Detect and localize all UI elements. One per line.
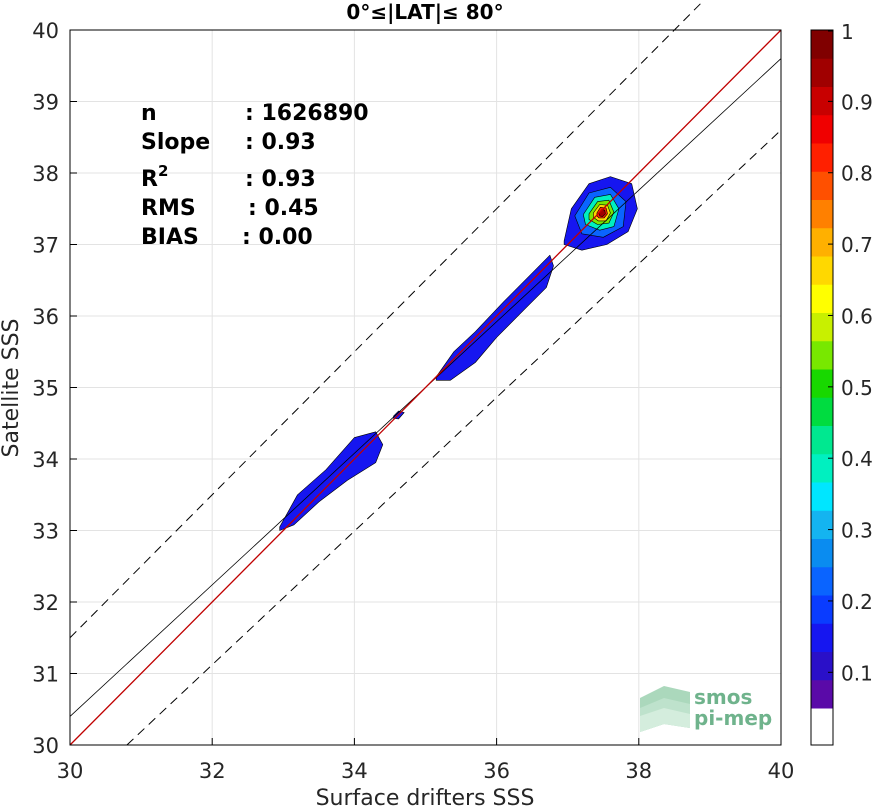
colorbar-segment [811, 58, 833, 87]
colorbar-tick-label: 0.6 [841, 304, 873, 328]
stat-n-value: : 1626890 [245, 101, 369, 126]
logo-text-line2: pi-mep [694, 706, 772, 730]
x-axis-label: Surface drifters SSS [316, 786, 535, 808]
logo: smos pi-mep [640, 685, 772, 732]
colorbar-segment [811, 284, 833, 313]
grid [69, 29, 782, 746]
y-tick-label: 31 [32, 663, 59, 687]
stat-rms-value: : 0.45 [248, 196, 319, 221]
stat-bias-label: BIAS [141, 225, 199, 250]
stats-box: n : 1626890 Slope : 0.93 R2 : 0.93 RMS :… [141, 101, 369, 250]
stat-r2-value: : 0.93 [245, 167, 316, 192]
colorbar-segment [811, 86, 833, 116]
colorbar-tick-label: 0.7 [841, 233, 873, 257]
colorbar-tick-label: 0.5 [841, 376, 873, 400]
colorbar-segment [811, 397, 833, 426]
stat-r2-base: R [141, 167, 158, 192]
colorbar-segment [811, 256, 833, 285]
colorbar-tick-label: 0.3 [841, 519, 873, 543]
colorbar-segment [811, 510, 833, 539]
y-tick-label: 32 [32, 591, 59, 615]
colorbar-tick-label: 1 [841, 20, 854, 44]
y-tick-label: 39 [32, 91, 59, 115]
envelope-line [69, 0, 705, 639]
logo-text-line1: smos [694, 685, 752, 709]
y-tick-label: 40 [32, 19, 59, 43]
x-tick-label: 38 [625, 759, 652, 783]
colorbar-segment [811, 312, 833, 342]
colorbar-tick-label: 0.8 [841, 162, 873, 186]
stat-slope-label: Slope [141, 130, 210, 155]
colorbar-tick-label: 0.9 [841, 90, 873, 114]
colorbar-tick-label: 0.1 [841, 661, 873, 685]
colorbar-ticks: 0.1 0.2 0.3 0.4 0.5 0.6 0.7 0.8 0.9 1 [828, 20, 873, 685]
x-tick-label: 30 [57, 759, 84, 783]
colorbar-segment [811, 369, 833, 398]
stat-rms-label: RMS [141, 196, 196, 221]
colorbar-segment [811, 114, 833, 144]
y-axis-ticks: 30 31 32 33 34 35 36 37 38 39 40 [32, 19, 77, 758]
colorbar-segment [811, 595, 833, 624]
colorbar-segment [811, 482, 833, 511]
colorbar-segment [811, 340, 833, 370]
stat-r2-label: R2 [141, 162, 168, 192]
one-to-one-line [69, 29, 782, 746]
colorbar-segment [811, 679, 833, 709]
colorbar-segment [811, 30, 833, 59]
x-tick-label: 34 [341, 759, 368, 783]
chart-title: 0°≤|LAT|≤ 80° [346, 0, 503, 24]
colorbar-segment [811, 171, 833, 200]
y-axis-label: Satellite SSS [0, 319, 24, 458]
stat-slope-value: : 0.93 [245, 130, 316, 155]
colorbar-segment [811, 538, 833, 568]
y-tick-label: 37 [32, 234, 59, 258]
reference-lines [69, 0, 782, 746]
colorbar-segment [811, 623, 833, 652]
y-tick-label: 36 [32, 305, 59, 329]
x-axis-ticks: 30 32 34 36 38 40 [57, 738, 795, 783]
colorbar-frame [810, 29, 834, 746]
colorbar-tick-label: 0.2 [841, 590, 873, 614]
x-tick-label: 36 [483, 759, 510, 783]
colorbar [810, 29, 834, 746]
colorbar-segment [811, 566, 833, 596]
stat-r2-superscript: 2 [158, 162, 168, 180]
colorbar-segment [811, 708, 833, 745]
colorbar-segment [811, 651, 833, 681]
colorbar-segment [811, 425, 833, 455]
logo-wave-icon [640, 686, 690, 732]
colorbar-tick-label: 0.4 [841, 447, 873, 471]
y-tick-label: 33 [32, 520, 59, 544]
colorbar-segment [811, 227, 833, 257]
y-tick-label: 38 [32, 162, 59, 186]
stat-bias-value: : 0.00 [242, 225, 313, 250]
colorbar-segment [811, 453, 833, 483]
y-tick-label: 35 [32, 377, 59, 401]
colorbar-segment [811, 199, 833, 229]
y-tick-label: 34 [32, 448, 59, 472]
colorbar-segment [811, 143, 833, 172]
stat-n-label: n [141, 101, 157, 126]
y-tick-label: 30 [32, 734, 59, 758]
x-tick-label: 32 [199, 759, 226, 783]
x-tick-label: 40 [768, 759, 795, 783]
